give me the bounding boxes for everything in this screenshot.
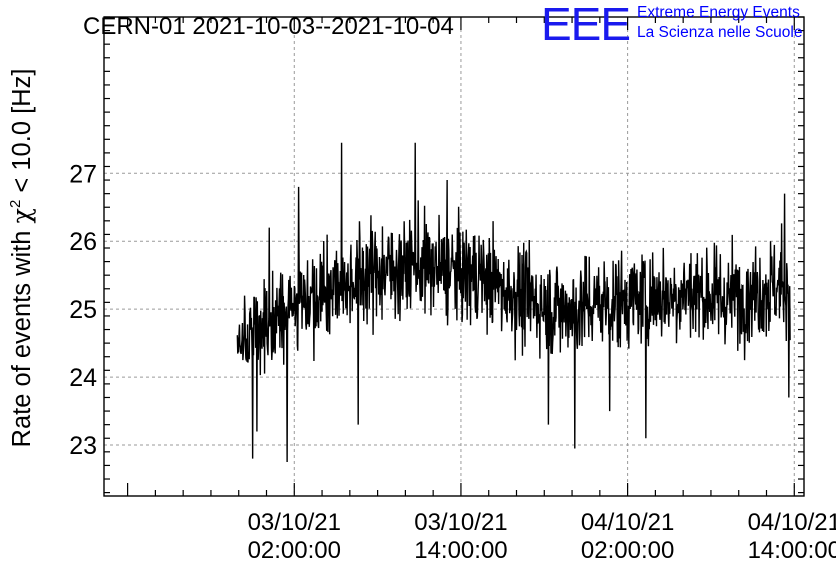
- eee-logo: EEE: [541, 0, 631, 50]
- y-tick-label: 27: [69, 160, 97, 188]
- logo-caption-line2: La Scienza nelle Scuole: [637, 24, 803, 41]
- x-tick-label-date: 03/10/21: [248, 509, 341, 536]
- y-tick-label: 26: [69, 228, 97, 256]
- eee-logo-legend: EEE Extreme Energy Events La Scienza nel…: [541, 0, 831, 50]
- x-tick-label-date: 03/10/21: [414, 509, 507, 536]
- y-axis-label: Rate of events with χ2 < 10.0 [Hz]: [7, 69, 37, 448]
- plot-frame: [103, 16, 805, 497]
- y-tick-label: 25: [69, 296, 97, 324]
- x-tick-labels: 03/10/2102:00:0003/10/2114:00:0004/10/21…: [248, 509, 836, 564]
- axes: [103, 16, 805, 497]
- y-axis-label-suffix: < 10.0 [Hz]: [8, 69, 36, 200]
- x-tick-label-time: 02:00:00: [581, 537, 674, 564]
- x-tick-label-time: 14:00:00: [414, 537, 507, 564]
- series-line: [236, 142, 791, 463]
- rate-series-path: [236, 142, 791, 463]
- y-tick-labels: 23 24 25 26 27: [69, 160, 97, 460]
- y-axis-label-chi: χ: [7, 208, 37, 223]
- x-tick-label-date: 04/10/21: [748, 509, 836, 536]
- y-axis-label-sup: 2: [7, 200, 24, 208]
- x-tick-label-time: 02:00:00: [248, 537, 341, 564]
- x-tick-label-date: 04/10/21: [581, 509, 674, 536]
- y-tick-label: 24: [69, 364, 97, 392]
- chart-title: CERN-01 2021-10-03--2021-10-04: [83, 13, 454, 40]
- x-tick-label-time: 14:00:00: [748, 537, 836, 564]
- y-tick-label: 23: [69, 432, 97, 460]
- logo-caption-line1: Extreme Energy Events: [637, 4, 800, 21]
- grid-lines: [104, 17, 804, 496]
- y-axis-label-prefix: Rate of events with: [8, 223, 36, 447]
